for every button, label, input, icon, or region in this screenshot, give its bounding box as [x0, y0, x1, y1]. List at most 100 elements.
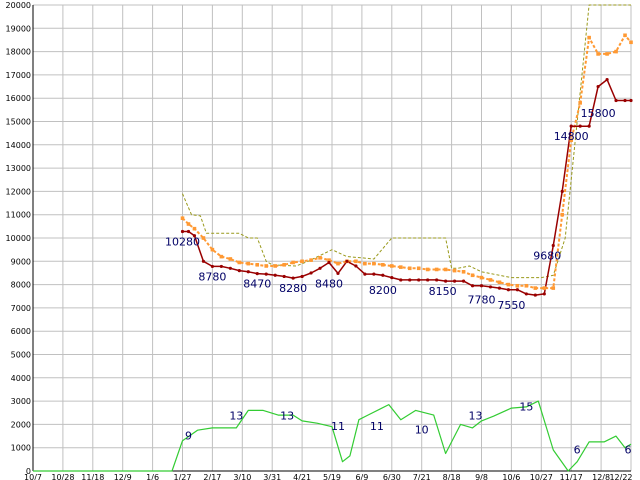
price-point-marker [180, 229, 185, 234]
x-tick-label: 10/7 [24, 473, 42, 480]
count-data-label: 11 [370, 420, 384, 433]
average-point-marker [192, 226, 197, 231]
price-point-marker [578, 124, 582, 128]
x-tick-label: 10/6 [502, 473, 520, 480]
average-point-marker [569, 138, 573, 142]
average-point-marker [425, 267, 430, 272]
series-markers [180, 33, 633, 297]
x-tick-label: 11/17 [560, 473, 583, 480]
y-tick-label: 12000 [6, 187, 31, 196]
x-tick-label: 11/18 [81, 473, 104, 480]
average-point-marker [623, 33, 627, 38]
x-tick-label: 12/9 [114, 473, 132, 480]
price-data-label: 8200 [369, 284, 397, 297]
average-point-marker [210, 247, 215, 252]
average-point-marker [605, 52, 609, 56]
average-point-marker [629, 40, 633, 45]
price-point-marker [264, 272, 268, 276]
x-tick-label: 12/8 [592, 473, 610, 480]
series-lines [33, 4, 632, 472]
count-data-label: 6 [625, 444, 632, 457]
y-tick-label: 10000 [6, 234, 31, 243]
x-tick-label: 2/17 [203, 473, 221, 480]
price-point-marker [560, 189, 564, 193]
price-point-marker [255, 272, 259, 276]
average-point-marker [461, 269, 466, 274]
average-point-marker [255, 262, 260, 267]
price-point-marker [506, 288, 511, 292]
price-point-marker [201, 259, 206, 263]
average-point-marker [219, 254, 224, 259]
price-point-marker [444, 279, 448, 283]
price-point-marker [192, 234, 197, 238]
price-point-marker [623, 98, 627, 103]
average-point-marker [354, 259, 358, 264]
count-data-label: 13 [280, 410, 294, 423]
price-point-marker [408, 278, 412, 282]
price-point-marker [551, 243, 555, 248]
average-point-marker [443, 267, 448, 272]
average-point-marker [273, 264, 277, 268]
average-point-marker [318, 256, 322, 260]
average-point-marker [551, 286, 556, 290]
y-tick-label: 20000 [6, 1, 31, 10]
y-tick-label: 14000 [6, 141, 31, 150]
average-point-marker [201, 236, 206, 240]
price-data-label: 8150 [429, 285, 457, 298]
y-tick-label: 13000 [6, 164, 31, 173]
price-data-label: 9680 [533, 249, 561, 262]
average-series-line [181, 34, 632, 290]
axis-ticks: 0 1000 2000 3000 4000 5000 6000 7000 8000 9000 100… [6, 1, 633, 480]
price-point-marker [614, 98, 618, 103]
average-point-marker [336, 261, 340, 266]
x-tick-label: 6/9 [355, 473, 368, 480]
price-point-marker [452, 279, 457, 283]
average-point-marker [452, 268, 457, 273]
price-point-marker [569, 124, 573, 128]
price-point-marker [542, 292, 546, 296]
average-point-marker [264, 264, 269, 268]
data-labels: 10280 8780 8470 8280 8480 8200 8150 7780 7550 968… [165, 107, 632, 457]
price-point-marker [354, 264, 358, 268]
price-point-marker [345, 259, 349, 263]
price-data-label: 8780 [198, 270, 226, 283]
price-data-label: 8470 [243, 278, 271, 291]
average-point-marker [578, 101, 582, 105]
price-point-marker [435, 278, 439, 282]
count-series-line [33, 400, 632, 472]
y-tick-label: 8000 [11, 281, 31, 290]
price-point-marker [363, 272, 367, 276]
average-point-marker [515, 283, 520, 288]
price-point-marker [318, 266, 322, 270]
y-tick-label: 9000 [11, 257, 31, 266]
price-data-label: 7550 [497, 299, 525, 312]
x-tick-label: 3/31 [263, 473, 281, 480]
average-point-marker [479, 275, 484, 280]
price-point-marker [237, 269, 241, 273]
average-point-marker [533, 286, 538, 290]
x-tick-label: 4/21 [293, 473, 311, 480]
y-tick-label: 19000 [6, 24, 31, 33]
y-tick-label: 11000 [6, 211, 31, 220]
price-point-marker [629, 98, 633, 103]
price-data-label: 10280 [165, 235, 200, 248]
price-series-line [182, 78, 631, 296]
average-point-marker [228, 257, 233, 261]
price-point-marker [497, 286, 502, 290]
count-data-label: 9 [185, 430, 192, 443]
x-tick-label: 5/19 [323, 473, 341, 480]
x-tick-label: 10/28 [51, 473, 74, 480]
price-data-label: 8280 [279, 282, 307, 295]
average-point-marker [237, 260, 242, 265]
price-point-marker [228, 266, 232, 270]
price-point-marker [186, 229, 191, 234]
x-tick-label: 10/27 [530, 473, 553, 480]
x-tick-label: 7/21 [413, 473, 431, 480]
y-tick-label: 7000 [11, 304, 31, 313]
y-tick-label: 3000 [11, 397, 31, 406]
count-data-label: 15 [519, 400, 533, 413]
price-point-marker [399, 278, 403, 282]
count-data-label: 6 [574, 444, 581, 457]
count-data-label: 13 [469, 410, 483, 423]
y-tick-label: 17000 [6, 71, 31, 80]
